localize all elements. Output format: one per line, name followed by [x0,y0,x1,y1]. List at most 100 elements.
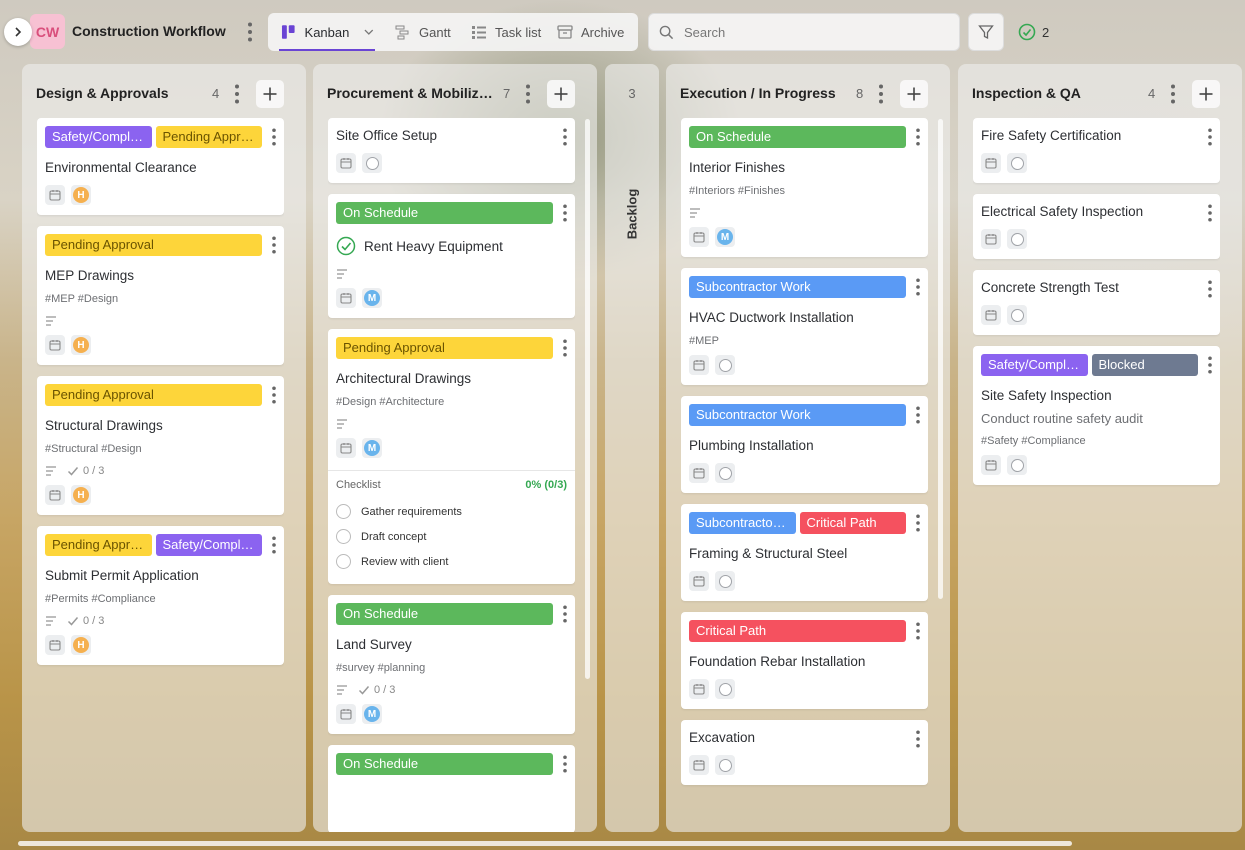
card-menu-icon[interactable] [1206,128,1214,146]
due-date-button[interactable] [45,485,65,505]
checkbox-circle-icon[interactable] [336,554,351,569]
task-card[interactable]: Subcontractor Work Plumbing Installation [681,396,928,493]
task-card[interactable]: Critical Path Foundation Rebar Installat… [681,612,928,709]
assignee-button[interactable]: H [71,185,91,205]
card-menu-icon[interactable] [270,536,278,554]
add-card-button[interactable] [900,80,928,108]
assignee-button[interactable] [715,755,735,775]
column-backlog-collapsed[interactable]: 3 Backlog [605,64,659,832]
column-menu-icon[interactable] [1168,84,1178,104]
column-menu-icon[interactable] [523,84,533,104]
card-menu-icon[interactable] [270,386,278,404]
task-card[interactable]: Subcontractor WorkCritical Path Framing … [681,504,928,601]
task-card[interactable]: Safety/Compliance Blocked Site Safety Ins… [973,346,1220,485]
task-card[interactable]: Electrical Safety Inspection [973,194,1220,259]
card-menu-icon[interactable] [561,128,569,146]
due-date-button[interactable] [336,288,356,308]
add-card-button[interactable] [547,80,575,108]
task-card[interactable]: Pending Approval MEP Drawings #MEP #Desi… [37,226,284,365]
due-date-button[interactable] [336,704,356,724]
task-card[interactable]: On Schedule [328,745,575,832]
card-menu-icon[interactable] [914,128,922,146]
card-menu-icon[interactable] [270,128,278,146]
assignee-button[interactable] [715,679,735,699]
due-date-button[interactable] [689,227,709,247]
task-card[interactable]: On Schedule Rent Heavy Equipment M [328,194,575,318]
task-card[interactable]: Concrete Strength Test [973,270,1220,335]
assignee-button[interactable]: M [362,288,382,308]
due-date-button[interactable] [981,305,1001,325]
due-date-button[interactable] [336,153,356,173]
checklist-item[interactable]: Draft concept [336,524,567,549]
task-card[interactable]: Pending Approval Architectural Drawings … [328,329,575,584]
column-menu-icon[interactable] [232,84,242,104]
checklist-item[interactable]: Review with client [336,549,567,574]
due-date-button[interactable] [981,153,1001,173]
card-menu-icon[interactable] [914,406,922,424]
due-date-button[interactable] [45,635,65,655]
assignee-button[interactable]: H [71,635,91,655]
assignee-button[interactable]: H [71,485,91,505]
assignee-button[interactable]: M [362,438,382,458]
due-date-button[interactable] [689,571,709,591]
task-card[interactable]: On Schedule Land Survey #survey #plannin… [328,595,575,734]
checkbox-circle-icon[interactable] [336,504,351,519]
due-date-button[interactable] [45,335,65,355]
assignee-button[interactable] [715,571,735,591]
due-date-button[interactable] [689,679,709,699]
column-menu-icon[interactable] [876,84,886,104]
due-date-button[interactable] [689,755,709,775]
workspace-menu-icon[interactable] [243,22,257,42]
chevron-down-icon[interactable] [363,26,375,38]
completed-check-icon[interactable] [336,236,356,256]
task-card[interactable]: Safety/Compliance Pending Approval Enviro… [37,118,284,215]
card-menu-icon[interactable] [914,514,922,532]
due-date-button[interactable] [45,185,65,205]
due-date-button[interactable] [981,229,1001,249]
checklist-item[interactable]: Gather requirements [336,499,567,524]
tab-archive[interactable]: Archive [557,13,624,51]
tab-task-list[interactable]: Task list [471,13,541,51]
card-menu-icon[interactable] [1206,204,1214,222]
card-menu-icon[interactable] [561,204,569,222]
task-card[interactable]: Fire Safety Certification [973,118,1220,183]
search-input[interactable] [682,23,942,41]
assignee-button[interactable] [715,355,735,375]
card-menu-icon[interactable] [914,278,922,296]
due-date-button[interactable] [336,438,356,458]
sidebar-toggle-button[interactable] [4,18,32,46]
tab-gantt[interactable]: Gantt [395,13,451,51]
card-menu-icon[interactable] [914,730,922,748]
task-card[interactable]: Pending Approval Structural Drawings #St… [37,376,284,515]
task-card[interactable]: Subcontractor Work HVAC Ductwork Install… [681,268,928,385]
assignee-button[interactable]: M [715,227,735,247]
assignee-button[interactable] [1007,229,1027,249]
task-card[interactable]: Site Office Setup [328,118,575,183]
card-menu-icon[interactable] [1206,356,1214,374]
add-card-button[interactable] [256,80,284,108]
card-menu-icon[interactable] [561,755,569,773]
filter-button[interactable] [968,13,1004,51]
card-menu-icon[interactable] [1206,280,1214,298]
due-date-button[interactable] [689,355,709,375]
assignee-button[interactable] [1007,455,1027,475]
completed-counter[interactable]: 2 [1018,23,1049,41]
checkbox-circle-icon[interactable] [336,529,351,544]
task-card[interactable]: On Schedule Interior Finishes #Interiors… [681,118,928,257]
add-card-button[interactable] [1192,80,1220,108]
due-date-button[interactable] [981,455,1001,475]
card-menu-icon[interactable] [270,236,278,254]
assignee-button[interactable]: H [71,335,91,355]
due-date-button[interactable] [689,463,709,483]
assignee-button[interactable]: M [362,704,382,724]
workspace-badge[interactable]: CW [30,14,65,49]
assignee-button[interactable] [715,463,735,483]
assignee-button[interactable] [362,153,382,173]
assignee-button[interactable] [1007,305,1027,325]
task-card[interactable]: Excavation [681,720,928,785]
horizontal-scrollbar[interactable] [18,841,1072,846]
task-card[interactable]: Pending Approval Safety/Compliance Submit… [37,526,284,665]
card-menu-icon[interactable] [561,339,569,357]
vertical-scrollbar[interactable] [938,119,943,599]
card-menu-icon[interactable] [914,622,922,640]
